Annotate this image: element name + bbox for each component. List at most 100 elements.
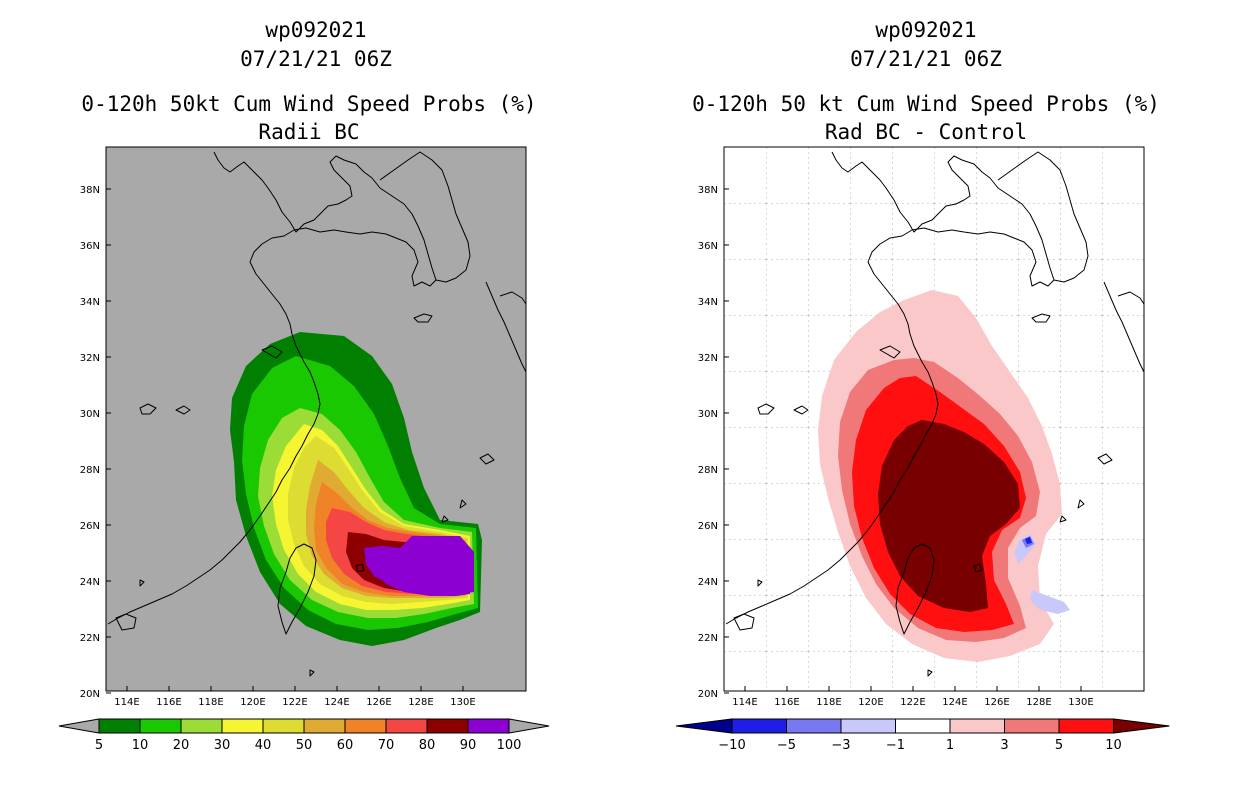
x-tick-label: 128E [1026,697,1051,708]
colorbar-label: 100 [497,738,522,753]
right-title-line-1: wp092021 [875,18,976,42]
colorbar-label: 80 [419,738,436,753]
colorbar-label: 10 [132,738,149,753]
colorbar-swatch [1004,718,1060,734]
colorbar-swatch [139,718,182,734]
left-title-line-2: 07/21/21 06Z [240,47,392,71]
colorbar-label: 5 [1055,738,1063,753]
right-colorbar: −10 −5 −3 −1 1 3 5 10 [675,718,1170,753]
colorbar-label: 50 [296,738,313,753]
colorbar-swatch [467,718,510,734]
colorbar-swatch [98,718,141,734]
colorbar-swatch [344,718,387,734]
x-tick-label: 120E [858,697,883,708]
left-title-line-1: wp092021 [265,18,366,42]
x-tick-label: 130E [1068,697,1093,708]
y-tick-label: 28N [698,465,718,476]
x-tick-label: 126E [984,697,1009,708]
colorbar-label: 90 [460,738,477,753]
left-y-axis: 38N 36N 34N 32N 30N 28N 26N 24N 22N 20N [80,185,111,700]
y-tick-label: 30N [80,409,100,420]
right-panel: wp092021 07/21/21 06Z 0-120h 50 kt Cum W… [675,18,1170,753]
y-tick-label: 28N [80,465,100,476]
diff-negative-patch-1 [1030,590,1070,614]
y-tick-label: 26N [80,521,100,532]
colorbar-swatch [840,718,896,734]
colorbar-swatch [786,718,842,734]
left-x-axis: 114E 116E 118E 120E 122E 124E 126E 128E 130E [114,686,476,708]
y-tick-label: 36N [80,241,100,252]
y-tick-label: 20N [80,689,100,700]
right-title-line-2: 07/21/21 06Z [850,47,1002,71]
colorbar-label: 10 [1105,738,1122,753]
y-tick-label: 24N [80,577,100,588]
x-tick-label: 122E [282,697,307,708]
colorbar-swatch [895,718,951,734]
y-tick-label: 30N [698,409,718,420]
colorbar-label: −3 [831,738,850,753]
y-tick-label: 32N [80,353,100,364]
colorbar-swatch [180,718,223,734]
y-tick-label: 22N [80,633,100,644]
colorbar-label: 3 [1000,738,1008,753]
x-tick-label: 124E [942,697,967,708]
colorbar-swatch [426,718,469,734]
right-title-line-4: Rad BC - Control [825,120,1027,144]
y-tick-label: 22N [698,633,718,644]
colorbar-swatch [1058,718,1114,734]
colorbar-label: 5 [95,738,103,753]
left-panel: wp092021 07/21/21 06Z 0-120h 50kt Cum Wi… [58,18,550,753]
y-tick-label: 38N [80,185,100,196]
y-tick-label: 38N [698,185,718,196]
x-tick-label: 116E [156,697,181,708]
diff-negative-patch-4 [1025,537,1032,544]
y-tick-label: 34N [698,297,718,308]
y-tick-label: 36N [698,241,718,252]
colorbar-low-arrow [58,718,100,734]
colorbar-swatch [731,718,787,734]
left-probability-field [107,151,526,677]
colorbar-label: −1 [886,738,905,753]
left-title-line-3: 0-120h 50kt Cum Wind Speed Probs (%) [81,92,536,116]
x-tick-label: 114E [732,697,757,708]
colorbar-label: 70 [378,738,395,753]
right-difference-field [725,151,1144,677]
colorbar-high-arrow [508,718,550,734]
colorbar-swatch [949,718,1005,734]
x-tick-label: 124E [324,697,349,708]
colorbar-label: −5 [777,738,796,753]
colorbar-low-arrow [675,718,733,734]
colorbar-label: −10 [718,738,745,753]
colorbar-swatch [221,718,264,734]
left-title-line-4: Radii BC [258,120,359,144]
x-tick-label: 126E [366,697,391,708]
y-tick-label: 34N [80,297,100,308]
left-map-frame [105,146,527,692]
colorbar-label: 1 [946,738,954,753]
right-map-frame [723,146,1145,692]
y-tick-label: 20N [698,689,718,700]
x-tick-label: 116E [774,697,799,708]
diff-band-10-plus [878,420,1020,612]
right-title-line-3: 0-120h 50 kt Cum Wind Speed Probs (%) [692,92,1160,116]
colorbar-label: 60 [337,738,354,753]
y-tick-label: 26N [698,521,718,532]
colorbar-label: 30 [214,738,231,753]
colorbar-swatch [385,718,428,734]
y-tick-label: 24N [698,577,718,588]
y-tick-label: 32N [698,353,718,364]
x-tick-label: 114E [114,697,139,708]
x-tick-label: 122E [900,697,925,708]
colorbar-swatch [262,718,305,734]
x-tick-label: 128E [408,697,433,708]
left-colorbar: 5 10 20 30 40 50 60 70 80 90 100 [58,718,550,753]
right-y-axis: 38N 36N 34N 32N 30N 28N 26N 24N 22N 20N [698,185,729,700]
colorbar-label: 40 [255,738,272,753]
prob-band-90-100-core [372,540,470,596]
x-tick-label: 130E [450,697,475,708]
colorbar-high-arrow [1113,718,1170,734]
x-tick-label: 120E [240,697,265,708]
x-tick-label: 118E [198,697,223,708]
right-x-axis: 114E 116E 118E 120E 122E 124E 126E 128E 130E [732,686,1094,708]
